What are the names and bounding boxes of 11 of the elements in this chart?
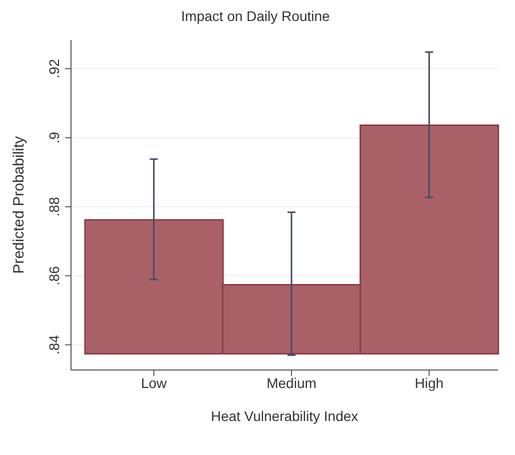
- y-tick-label: .92: [46, 58, 62, 78]
- x-tick-label: Medium: [266, 374, 316, 391]
- x-tick-label: High: [414, 374, 444, 391]
- y-tick-label: .86: [46, 266, 62, 286]
- y-tick-label: .9: [46, 132, 62, 144]
- x-axis-title: Heat Vulnerability Index: [210, 408, 358, 424]
- y-tick-label: .84: [46, 334, 62, 355]
- y-tick-label: .88: [46, 196, 62, 216]
- y-axis-title: Predicted Probability: [10, 136, 28, 274]
- chart-title: Impact on Daily Routine: [180, 8, 331, 26]
- x-tick-label: Low: [140, 374, 168, 391]
